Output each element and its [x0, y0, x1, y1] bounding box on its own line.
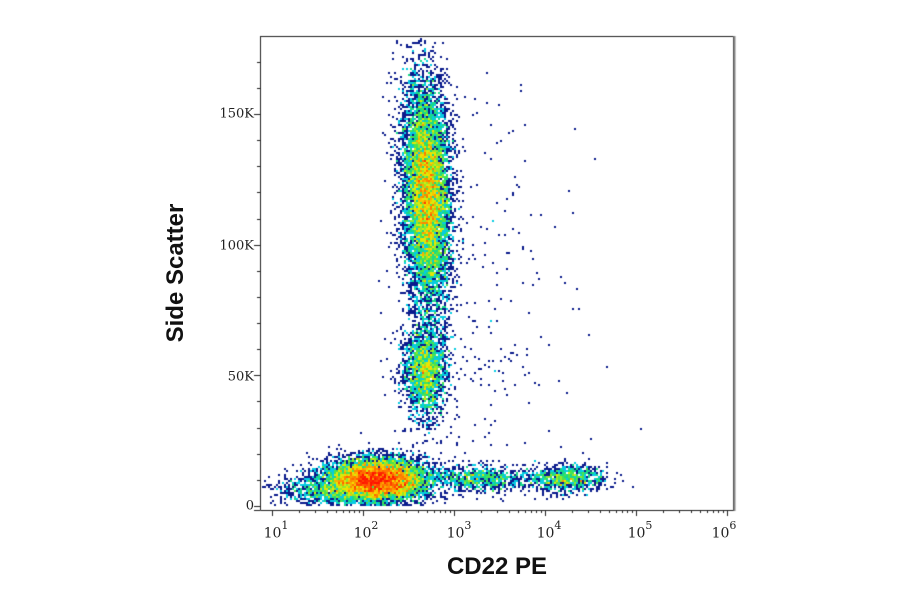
x-tick-label: 102: [353, 519, 379, 542]
x-tick-label: 104: [536, 519, 562, 542]
y-tick-label: 50K: [227, 369, 254, 385]
x-tick-label: 105: [627, 519, 653, 542]
x-tick-label: 103: [446, 519, 472, 542]
y-tick-label: 0: [245, 498, 254, 514]
x-tick-label: 101: [263, 519, 289, 542]
x-tick-label: 106: [711, 519, 737, 542]
y-tick-label: 100K: [219, 238, 254, 254]
x-axis-label: CD22 PE: [446, 553, 548, 580]
y-tick-label: 150K: [219, 106, 254, 122]
y-axis-label: Side Scatter: [162, 203, 189, 343]
